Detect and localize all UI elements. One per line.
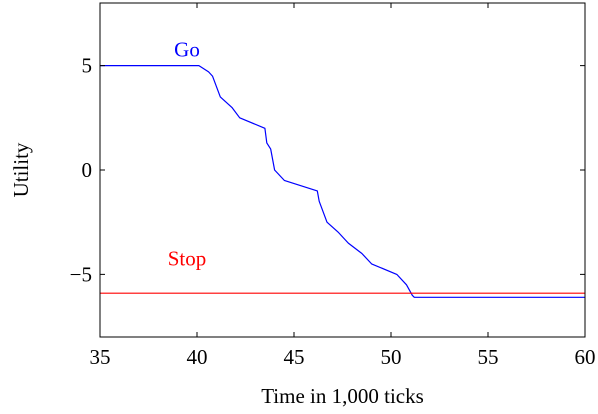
x-tick-label: 50	[381, 345, 402, 369]
x-tick-label: 35	[90, 345, 111, 369]
y-tick-label: 0	[82, 158, 93, 182]
tick-layer: 35 40 45 50 55 60 −5 0 5	[70, 3, 596, 369]
x-tick-label: 40	[187, 345, 208, 369]
series-label-stop: Stop	[168, 246, 207, 270]
x-axis-label: Time in 1,000 ticks	[261, 384, 424, 408]
plot-frame	[99, 2, 586, 338]
series-line-go	[100, 64, 585, 298]
y-tick-label: 5	[82, 54, 93, 78]
series-label-go: Go	[174, 38, 200, 62]
x-tick-label: 45	[284, 345, 305, 369]
x-tick-label: 60	[575, 345, 596, 369]
y-axis-label: Utility	[9, 142, 33, 197]
x-tick-label: 55	[478, 345, 499, 369]
series-layer	[100, 64, 585, 298]
y-tick-label: −5	[70, 262, 92, 286]
series-label-layer: Go Stop	[168, 38, 207, 271]
